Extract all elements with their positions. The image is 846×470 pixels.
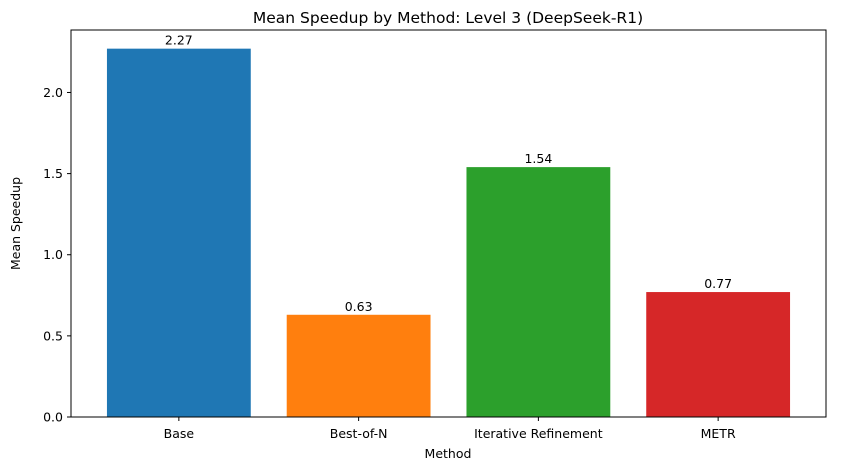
bar-4	[646, 292, 791, 417]
y-tick-label-4: 1.5	[43, 166, 63, 181]
bar-value-label-2: 0.63	[345, 299, 373, 314]
bar-value-label-3: 1.54	[524, 151, 552, 166]
chart-title: Mean Speedup by Method: Level 3 (DeepSee…	[253, 9, 643, 27]
x-tick-label-2: Best-of-N	[330, 426, 388, 441]
y-tick-label-2: 0.5	[43, 328, 63, 343]
x-tick-label-1: Base	[164, 426, 195, 441]
bar-value-label-1: 2.27	[165, 33, 193, 48]
bar-value-label-4: 0.77	[704, 276, 732, 291]
y-tick-label-5: 2.0	[43, 85, 63, 100]
x-tick-label-3: Iterative Refinement	[474, 426, 603, 441]
y-tick-label-3: 1.0	[43, 247, 63, 262]
y-axis-label: Mean Speedup	[8, 177, 23, 270]
plot-frame	[70, 29, 827, 418]
x-axis-label: Method	[425, 446, 472, 461]
bar-3	[466, 167, 611, 417]
x-tick-label-4: METR	[701, 426, 736, 441]
plot-area: 2.27 Base 0.63 Best-of-N 1.54 Iterative Refin…	[43, 33, 791, 441]
bar-1	[106, 48, 251, 418]
bar-2	[286, 314, 431, 417]
y-tick-label-1: 0.0	[43, 410, 63, 425]
